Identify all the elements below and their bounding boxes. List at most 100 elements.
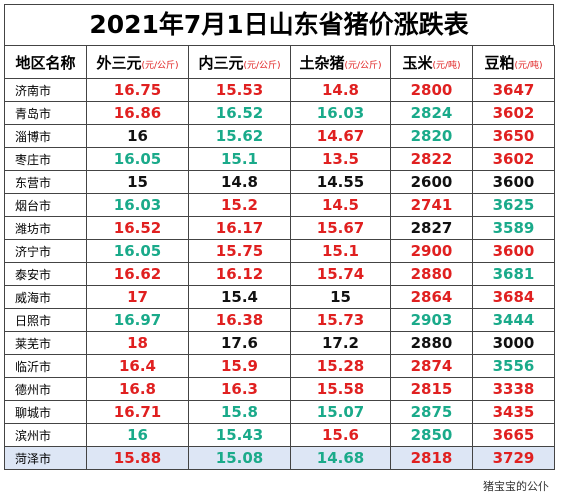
price-cell: 16.8: [86, 377, 189, 401]
price-cell: 14.5: [290, 193, 391, 217]
price-cell: 2800: [390, 78, 473, 102]
header-unit: (元/公斤): [141, 60, 179, 71]
price-cell: 3444: [472, 308, 555, 332]
table-row: 菏泽市 15.88 15.08 14.68 2818 3729: [4, 446, 555, 470]
column-header: 外三元(元/公斤): [86, 45, 189, 79]
price-cell: 15.67: [290, 216, 391, 240]
city-cell: 聊城市: [4, 400, 87, 424]
price-cell: 2903: [390, 308, 473, 332]
price-cell: 2815: [390, 377, 473, 401]
price-cell: 14.68: [290, 446, 391, 470]
column-header: 玉米(元/吨): [390, 45, 473, 79]
price-cell: 2874: [390, 354, 473, 378]
price-cell: 3602: [472, 101, 555, 125]
price-cell: 17.2: [290, 331, 391, 355]
price-cell: 3729: [472, 446, 555, 470]
price-cell: 15.1: [290, 239, 391, 263]
price-cell: 3000: [472, 331, 555, 355]
price-cell: 16.03: [86, 193, 189, 217]
price-cell: 15.08: [188, 446, 291, 470]
price-cell: 2875: [390, 400, 473, 424]
price-cell: 15.07: [290, 400, 391, 424]
header-unit: (元/公斤): [344, 60, 382, 71]
price-cell: 15.53: [188, 78, 291, 102]
table-row: 威海市 17 15.4 15 2864 3684: [4, 285, 555, 309]
city-cell: 潍坊市: [4, 216, 87, 240]
price-cell: 16.3: [188, 377, 291, 401]
table-row: 聊城市 16.71 15.8 15.07 2875 3435: [4, 400, 555, 424]
price-cell: 14.67: [290, 124, 391, 148]
header-unit: (元/吨): [514, 60, 543, 71]
price-cell: 14.8: [290, 78, 391, 102]
column-header: 内三元(元/公斤): [188, 45, 291, 79]
city-cell: 菏泽市: [4, 446, 87, 470]
table-row: 临沂市 16.4 15.9 15.28 2874 3556: [4, 354, 555, 378]
price-cell: 16: [86, 423, 189, 447]
price-cell: 2818: [390, 446, 473, 470]
price-cell: 16: [86, 124, 189, 148]
price-cell: 2850: [390, 423, 473, 447]
header-unit: (元/公斤): [243, 60, 281, 71]
price-cell: 16.17: [188, 216, 291, 240]
city-cell: 莱芜市: [4, 331, 87, 355]
header-name: 土杂猪: [299, 53, 345, 72]
price-cell: 3589: [472, 216, 555, 240]
table-row: 泰安市 16.62 16.12 15.74 2880 3681: [4, 262, 555, 286]
city-cell: 泰安市: [4, 262, 87, 286]
price-cell: 3435: [472, 400, 555, 424]
price-cell: 2827: [390, 216, 473, 240]
price-cell: 13.5: [290, 147, 391, 171]
city-cell: 临沂市: [4, 354, 87, 378]
price-cell: 15.8: [188, 400, 291, 424]
price-cell: 15.4: [188, 285, 291, 309]
price-cell: 15.62: [188, 124, 291, 148]
price-cell: 15.9: [188, 354, 291, 378]
price-cell: 18: [86, 331, 189, 355]
city-cell: 枣庄市: [4, 147, 87, 171]
price-cell: 2864: [390, 285, 473, 309]
price-cell: 16.75: [86, 78, 189, 102]
price-cell: 15.73: [290, 308, 391, 332]
price-table: 地区名称 外三元(元/公斤) 内三元(元/公斤) 土杂猪(元/公斤) 玉米(元/吨) 豆粕…: [4, 45, 555, 470]
city-cell: 威海市: [4, 285, 87, 309]
price-cell: 3602: [472, 147, 555, 171]
column-header: 土杂猪(元/公斤): [290, 45, 391, 79]
column-header: 地区名称: [4, 45, 87, 79]
price-cell: 16.05: [86, 239, 189, 263]
table-row: 济宁市 16.05 15.75 15.1 2900 3600: [4, 239, 555, 263]
price-cell: 16.38: [188, 308, 291, 332]
price-cell: 15.2: [188, 193, 291, 217]
price-cell: 3650: [472, 124, 555, 148]
price-cell: 2880: [390, 331, 473, 355]
price-cell: 3681: [472, 262, 555, 286]
price-cell: 15.75: [188, 239, 291, 263]
city-cell: 青岛市: [4, 101, 87, 125]
table-row: 滨州市 16 15.43 15.6 2850 3665: [4, 423, 555, 447]
price-cell: 3625: [472, 193, 555, 217]
price-cell: 3600: [472, 170, 555, 194]
title: 2021年7月1日山东省猪价涨跌表: [4, 4, 554, 45]
price-cell: 16.71: [86, 400, 189, 424]
table-row: 枣庄市 16.05 15.1 13.5 2822 3602: [4, 147, 555, 171]
header-name: 外三元: [96, 53, 142, 72]
table-row: 济南市 16.75 15.53 14.8 2800 3647: [4, 78, 555, 102]
price-cell: 17: [86, 285, 189, 309]
price-cell: 16.97: [86, 308, 189, 332]
price-cell: 16.52: [86, 216, 189, 240]
city-cell: 德州市: [4, 377, 87, 401]
price-cell: 3647: [472, 78, 555, 102]
header-name: 内三元: [198, 53, 244, 72]
table-row: 日照市 16.97 16.38 15.73 2903 3444: [4, 308, 555, 332]
city-cell: 日照市: [4, 308, 87, 332]
table-row: 烟台市 16.03 15.2 14.5 2741 3625: [4, 193, 555, 217]
header-row: 地区名称 外三元(元/公斤) 内三元(元/公斤) 土杂猪(元/公斤) 玉米(元/吨) 豆粕…: [4, 45, 555, 79]
price-cell: 15: [290, 285, 391, 309]
price-cell: 16.05: [86, 147, 189, 171]
price-cell: 3600: [472, 239, 555, 263]
price-cell: 16.12: [188, 262, 291, 286]
price-cell: 15.43: [188, 423, 291, 447]
header-name: 玉米: [402, 53, 433, 72]
price-cell: 2600: [390, 170, 473, 194]
price-cell: 15.88: [86, 446, 189, 470]
column-header: 豆粕(元/吨): [472, 45, 555, 79]
